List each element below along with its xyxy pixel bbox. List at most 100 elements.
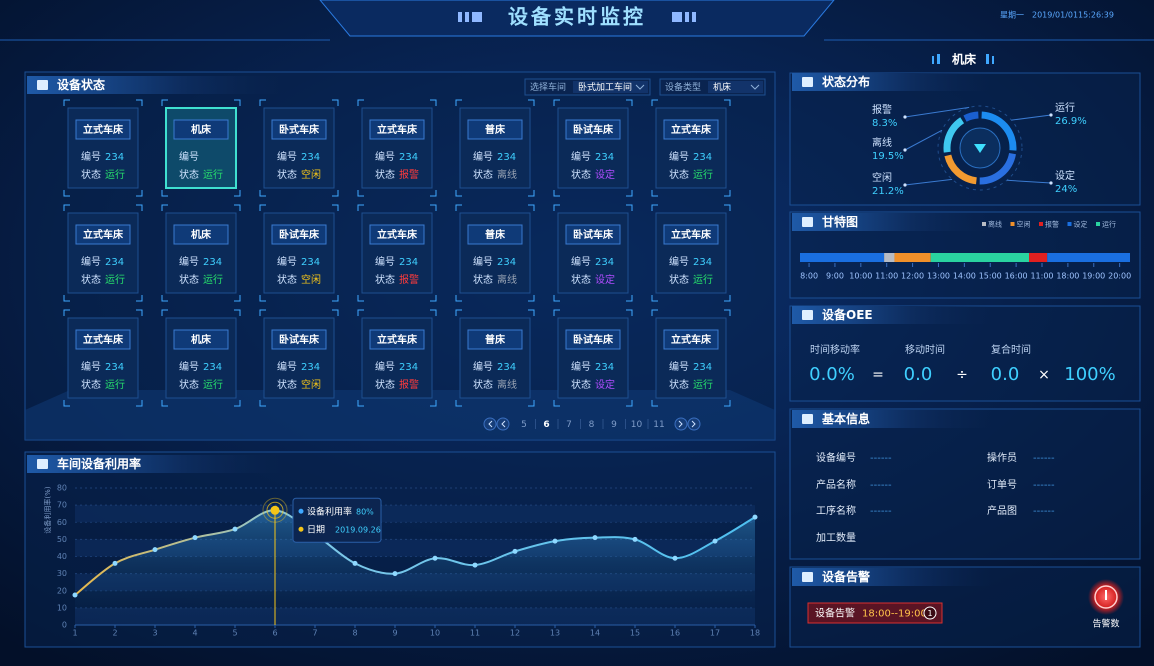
card-number: 234 [203,362,222,373]
page-number[interactable]: 11 [653,420,664,430]
page-arrow-icon [501,420,506,428]
y-tick-label: 30 [57,569,67,578]
page-number[interactable]: 7 [566,420,572,430]
oee-operator: × [1038,367,1050,383]
x-tick-label: 12 [510,629,520,638]
gantt-tick-label: 16:00 [1005,272,1028,281]
legend-swatch [1096,222,1100,226]
filter-select[interactable] [708,81,763,93]
card-bracket [161,99,241,197]
alarm-time: 18:00--19:00 [862,609,927,620]
page-arrow[interactable] [496,417,510,431]
oee-value: 0.0 [991,364,1020,385]
data-point [632,536,638,542]
page-arrow-icon [678,420,683,428]
y-axis-label: 设备利用率(%) [43,486,52,533]
page-arrow[interactable] [674,417,688,431]
x-tick-label: 13 [550,629,560,638]
card-name-box [565,224,621,245]
page-number[interactable]: 6 [543,420,549,430]
pie-leader-dot [903,115,907,119]
page-arrow[interactable] [687,417,701,431]
pie-center-icon [974,144,986,153]
grid-band [75,505,755,523]
state-label: 状态 [473,378,493,391]
card-name: 普床 [485,333,506,346]
oee-label: 移动时间 [905,343,945,356]
card-number: 234 [693,362,712,373]
card-bracket [259,309,339,407]
data-point [672,555,678,561]
header-bar [319,0,835,37]
card-bracket [63,204,143,302]
y-tick-label: 80 [57,484,67,493]
card-bracket [63,309,143,407]
x-tick-label: 3 [152,629,157,638]
page-number[interactable]: 10 [631,420,643,430]
page-arrow[interactable] [483,417,497,431]
data-point [232,526,238,532]
panel-icon [802,310,813,320]
tooltip [292,497,382,543]
page-number[interactable]: 5 [521,420,527,430]
card-name: 卧试车床 [573,333,614,346]
state-label: 状态 [473,273,493,286]
card-state: 运行 [693,378,713,391]
gantt-segment [884,253,895,262]
hover-ring [262,497,288,523]
page-arrow-icon [488,420,493,428]
filter-select[interactable] [573,81,648,93]
number-label: 编号 [179,360,199,373]
pie-leader [1006,179,1052,184]
gantt-tick-label: 11:00 [1030,272,1053,281]
gantt-segment [1047,253,1130,262]
number-label: 编号 [375,150,395,163]
pie-label: 设定 [1055,169,1075,182]
card-name: 立式车床 [671,228,712,241]
card-number: 234 [497,257,516,268]
pie-segment [981,111,1017,151]
pie-value-label: 26.9% [1055,116,1087,127]
x-tick-label: 11 [470,629,480,638]
card-name: 立式车床 [377,333,418,346]
x-tick-label: 9 [392,629,397,638]
state-label: 状态 [179,273,199,286]
legend-swatch [1067,222,1072,226]
card-bracket [357,309,437,407]
card-state: 运行 [105,378,125,391]
card-name-box [663,224,719,245]
card-name-box [75,119,131,140]
weekday: 星期一 [1000,11,1024,20]
y-tick-label: 20 [57,586,67,595]
page-number[interactable]: 9 [611,420,617,430]
gantt-tick-label: 13:00 [927,272,950,281]
card-number: 234 [399,362,418,373]
page-title: 设备实时监控 [508,5,646,29]
card-name: 普床 [485,123,506,136]
card-state: 空闲 [301,273,321,286]
line [74,509,756,596]
page-number[interactable]: 8 [589,420,595,430]
